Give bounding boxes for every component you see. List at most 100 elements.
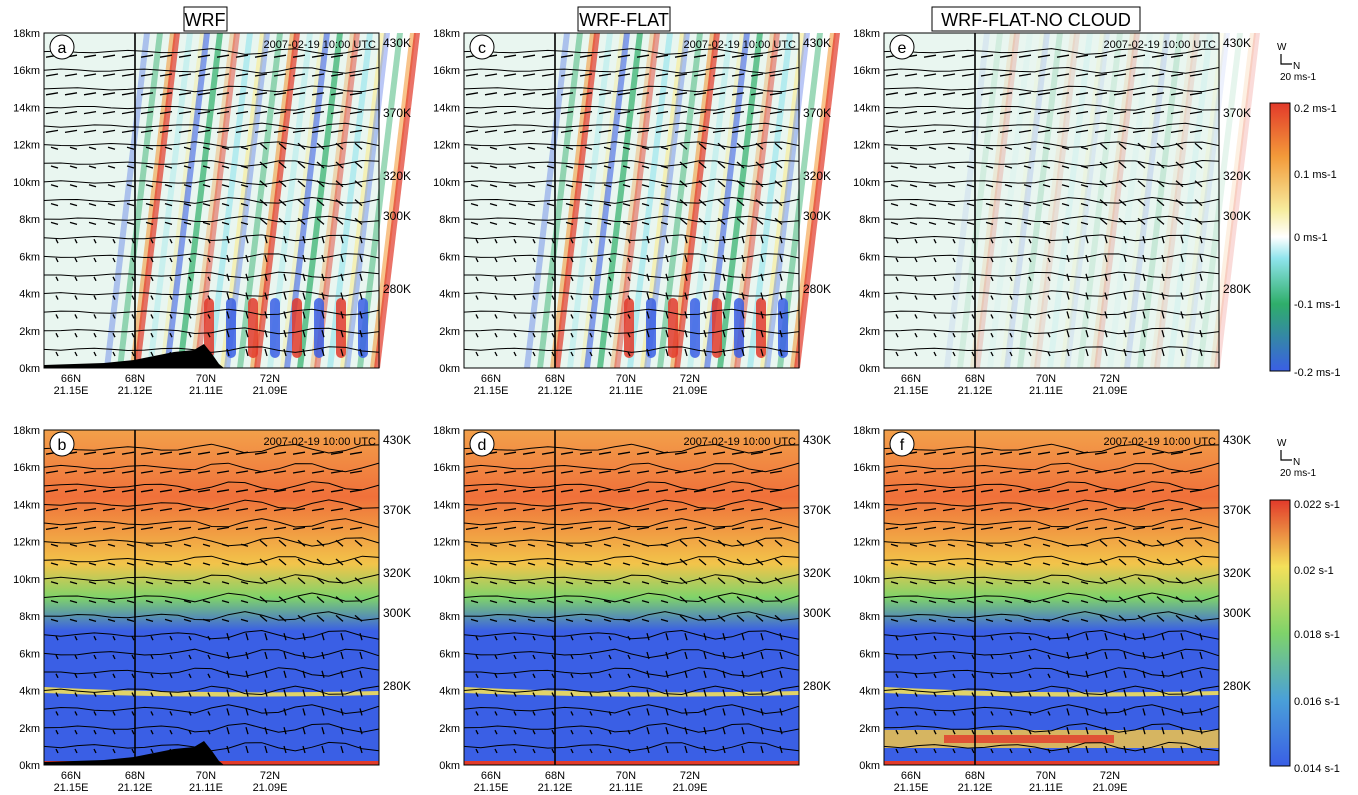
wind-arrow [1056,129,1070,134]
field-surface [884,761,1219,765]
wind-arrow [1151,507,1165,512]
wind-arrow [928,543,937,547]
wind-arrow [1142,254,1146,263]
wind-arrow [1180,330,1184,338]
wind-arrow [1028,635,1032,641]
wind-arrow [273,451,287,455]
wind-arrow [522,110,536,115]
wind-arrow [579,110,593,115]
field-band [1167,33,1213,368]
y-tick-label: 4km [19,686,40,698]
x-tick-label: 70N [1036,373,1056,385]
isentrope-label: 300K [383,606,411,620]
wind-arrow [909,221,918,226]
wind-arrow [93,257,97,263]
wind-arrow [254,470,268,474]
wind-arrow [102,451,116,455]
wind-arrow [741,292,745,300]
wind-arrow [627,673,631,679]
wind-arrow [1094,54,1108,58]
wind-arrow [741,689,745,697]
isentrope [43,592,380,603]
wind-arrow [774,217,783,225]
x-tick-sublabel: 21.11E [1029,385,1063,397]
wind-arrow [1123,254,1127,263]
wind-arrow [895,257,899,263]
y-tick-label: 16km [13,462,40,474]
wind-arrow [340,254,344,263]
y-tick-label: 6km [859,251,880,263]
wind-arrow [999,73,1013,77]
wind-arrow [1113,489,1127,493]
wind-arrow [684,727,688,735]
wind-arrow [914,748,918,754]
wind-arrow [890,581,899,585]
wind-arrow [1123,292,1127,300]
panel-a: a 2007-02-19 10:00 UTC0km2km4km6km8km10km… [13,28,420,397]
wind-arrow [914,729,918,735]
wind-arrow [698,614,707,622]
wind-arrow [335,596,344,604]
wind-arrow [1023,221,1032,226]
wind-arrow [617,110,631,115]
wind-arrow [216,110,230,115]
field-band [794,33,840,368]
wind-arrow [579,507,593,512]
wind-arrow [1004,202,1013,207]
wind-arrow [665,311,669,319]
wind-arrow [470,221,479,226]
wind-arrow [703,273,707,281]
wind-arrow [1151,129,1165,134]
wind-arrow [1104,311,1108,319]
wind-arrow [202,221,211,226]
wind-arrow [1189,451,1203,455]
wind-arrow [302,689,306,697]
wind-arrow [126,599,135,604]
wind-arrow [302,254,306,263]
wind-arrow [102,129,116,134]
wind-arrow [885,507,899,512]
wind-arrow [475,748,479,754]
wind-arrow [1194,539,1203,547]
isentrope [43,611,380,621]
y-tick-label: 16km [13,65,40,77]
wind-arrow [532,673,536,679]
wind-arrow [221,562,230,566]
wind-arrow [1118,558,1127,566]
wind-arrow [971,238,975,244]
wind-arrow [703,330,707,338]
wind-arrow [354,142,363,150]
wind-arrow [202,599,211,604]
wind-arrow [1180,236,1184,244]
wind-arrow [551,314,555,319]
wind-arrow [546,165,555,169]
wind-arrow [503,470,517,474]
wind-arrow [1142,708,1146,716]
wind-arrow [603,562,612,566]
wind-arrow [102,507,116,512]
wind-arrow [513,351,517,357]
field-surface [464,761,799,765]
wind-arrow [627,351,631,357]
wind-arrow [1066,745,1070,754]
isentrope [43,518,380,528]
wind-arrow [914,257,918,263]
wind-arrow [55,673,59,679]
wind-arrow [750,54,764,58]
wind-arrow [349,489,363,493]
wind-arrow [722,670,726,678]
wind-arrow [121,507,135,512]
wind-arrow [349,470,363,474]
wind-arrow [150,276,154,282]
y-tick-label: 12km [853,140,880,152]
wind-arrow [1080,562,1089,566]
wind-arrow [112,711,116,716]
wind-arrow [1094,129,1108,134]
wind-arrow [1161,236,1165,244]
wind-arrow [221,146,230,150]
wind-arrow [928,202,937,207]
wind-arrow [1161,292,1165,300]
y-tick-label: 10km [853,574,880,586]
wind-arrow [169,654,173,660]
wind-arrow [655,54,669,58]
